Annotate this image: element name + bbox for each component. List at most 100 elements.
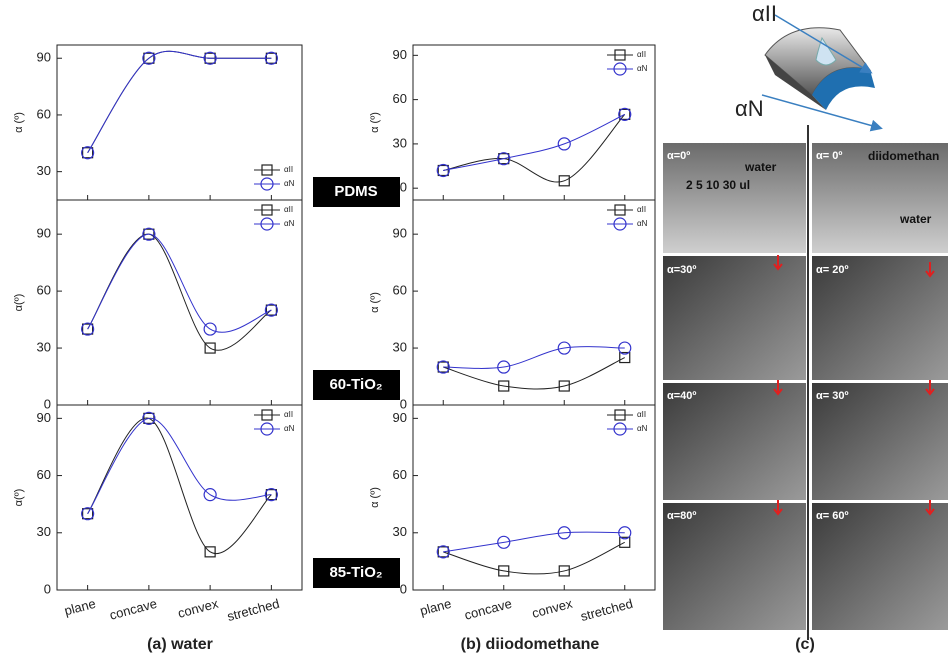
chart: 0 30 60 90 α(º) αII αN	[13, 199, 303, 411]
marker	[261, 164, 273, 176]
photo-text: α=40º	[667, 390, 696, 402]
y-tick-label: 0	[400, 180, 407, 195]
y-tick-label: 90	[37, 226, 51, 241]
legend-label: αII	[637, 50, 646, 59]
marker	[81, 146, 95, 160]
marker	[619, 108, 631, 120]
y-tick-label: 60	[393, 283, 407, 298]
y-axis-label: α (º)	[369, 292, 381, 313]
series-line	[87, 50, 272, 154]
y-tick-label: 60	[393, 467, 407, 482]
marker	[261, 204, 273, 216]
legend-label: αN	[284, 219, 295, 228]
marker	[557, 341, 571, 355]
x-tick-label: convex	[530, 596, 574, 621]
chart: 30 60 90 α (º) αII αN	[13, 44, 303, 201]
marker	[142, 411, 156, 425]
marker	[142, 51, 156, 65]
marker	[497, 152, 511, 166]
series-line	[443, 531, 625, 553]
x-tick-label: concave	[463, 596, 514, 623]
photo-text: α= 60º	[816, 510, 849, 522]
marker	[143, 52, 155, 64]
photo	[812, 143, 948, 253]
y-axis-label: α (º)	[13, 112, 25, 133]
arrow	[925, 500, 935, 516]
chart: 0 30 60 90 α (º) plane concave convex stretched α…	[369, 404, 656, 624]
arrow	[925, 262, 935, 278]
chart: 0 30 60 90 α (º) αII αN	[369, 44, 656, 201]
marker	[142, 227, 156, 241]
series-line	[443, 541, 625, 575]
photo-text: α= 0º	[816, 150, 842, 162]
sample-label: 85-TiO₂	[329, 564, 382, 581]
marker	[436, 545, 450, 559]
photo	[812, 256, 948, 380]
caption: (c)	[795, 636, 815, 653]
marker	[264, 51, 278, 65]
photo-text: diidomethan	[868, 149, 939, 163]
marker	[498, 380, 510, 392]
marker	[82, 147, 94, 159]
marker	[436, 163, 450, 178]
y-tick-label: 0	[44, 396, 51, 411]
marker	[613, 217, 627, 231]
schematic-label: αII	[752, 1, 777, 26]
photo-text: water	[744, 160, 777, 174]
marker	[558, 565, 570, 577]
legend-label: αII	[284, 410, 293, 419]
marker	[264, 303, 278, 317]
marker	[143, 228, 155, 240]
photo	[663, 256, 806, 380]
y-tick-label: 0	[44, 581, 51, 596]
legend-label: αII	[637, 205, 646, 214]
plot-frame	[412, 404, 656, 591]
marker	[82, 508, 94, 520]
schematic: αII αN	[735, 1, 883, 132]
arrow	[925, 380, 935, 396]
plot-frame	[412, 199, 656, 406]
marker	[265, 489, 277, 501]
photo	[663, 143, 806, 253]
x-tick-label: plane	[418, 596, 453, 619]
photo-text: α=30º	[667, 264, 696, 276]
marker	[498, 153, 510, 165]
arrow	[773, 255, 783, 271]
x-tick-label: plane	[63, 596, 98, 619]
marker	[203, 51, 217, 65]
y-tick-label: 90	[393, 226, 407, 241]
photo-text: α= 20º	[816, 264, 849, 276]
series-line	[443, 114, 626, 183]
y-tick-label: 0	[400, 396, 407, 411]
y-tick-label: 30	[37, 524, 51, 539]
legend-label: αN	[284, 179, 295, 188]
schematic-label: αN	[735, 96, 764, 121]
marker	[497, 535, 511, 549]
series-line	[87, 233, 272, 351]
marker	[619, 536, 631, 548]
marker	[558, 380, 570, 392]
photo	[663, 503, 806, 630]
marker	[558, 175, 570, 187]
series-line	[443, 113, 625, 171]
y-axis-label: α(º)	[13, 294, 25, 312]
marker	[618, 107, 632, 121]
photo-text: α=80º	[667, 510, 696, 522]
series-line	[87, 417, 272, 555]
arrow	[773, 380, 783, 396]
y-tick-label: 0	[400, 581, 407, 596]
marker	[614, 409, 626, 421]
marker	[497, 360, 511, 374]
x-tick-label: convex	[176, 596, 220, 621]
x-tick-label: stretched	[579, 596, 635, 624]
marker	[614, 204, 626, 216]
marker	[260, 422, 274, 436]
sample-box	[313, 558, 400, 588]
photo-text: α= 30º	[816, 390, 849, 402]
marker	[265, 304, 277, 316]
series-line	[443, 346, 625, 369]
marker	[143, 412, 155, 424]
y-axis-label: α (º)	[369, 487, 381, 508]
y-tick-label: 30	[393, 135, 407, 150]
